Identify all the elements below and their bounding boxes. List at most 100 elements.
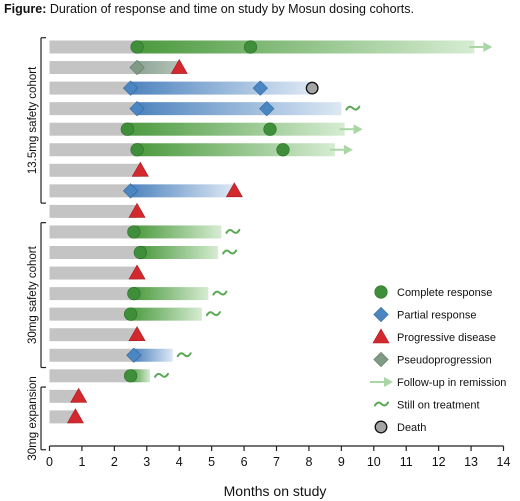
legend-item-pseudo: Pseudoprogression bbox=[373, 351, 492, 368]
response-bar bbox=[137, 143, 335, 157]
patient-row-17 bbox=[49, 369, 170, 383]
x-tick-label: 6 bbox=[241, 455, 248, 469]
patient-row-16 bbox=[49, 347, 192, 363]
progressive-marker bbox=[128, 326, 146, 342]
patient-row-3 bbox=[49, 80, 319, 96]
patient-row-6 bbox=[49, 143, 353, 157]
complete-marker bbox=[127, 225, 141, 239]
legend-swatch-partial bbox=[373, 306, 389, 323]
response-bar bbox=[140, 246, 219, 259]
baseline-bar bbox=[49, 184, 131, 198]
complete-marker bbox=[263, 122, 277, 136]
baseline-bar bbox=[49, 143, 138, 157]
pseudo-marker bbox=[129, 59, 145, 76]
response-bar bbox=[127, 122, 345, 136]
x-axis-title: Months on study bbox=[224, 483, 327, 499]
progressive-marker bbox=[128, 264, 146, 280]
patient-row-1 bbox=[49, 40, 493, 54]
legend-label: Progressive disease bbox=[397, 332, 496, 344]
x-tick-label: 13 bbox=[464, 455, 478, 469]
arrow-head bbox=[353, 124, 363, 135]
x-tick-label: 1 bbox=[78, 455, 85, 469]
cohort-label: 30mg safety cohort bbox=[27, 245, 39, 344]
baseline-bar bbox=[49, 204, 138, 218]
complete-marker bbox=[123, 369, 138, 383]
patient-row-9 bbox=[49, 202, 146, 218]
baseline-bar bbox=[49, 328, 138, 342]
followup-arrow bbox=[469, 42, 493, 52]
patient-row-7 bbox=[49, 161, 149, 177]
baseline-bar bbox=[49, 348, 134, 362]
cohort-label: 13.5mg safety cohort bbox=[27, 66, 39, 174]
figure-label: Figure: bbox=[4, 2, 47, 16]
legend-tilde-swatch bbox=[374, 401, 389, 407]
x-tick-label: 4 bbox=[176, 455, 183, 469]
x-tick-label: 11 bbox=[400, 455, 413, 469]
partial-marker bbox=[122, 183, 139, 199]
legend-label: Death bbox=[397, 422, 426, 434]
patient-row-15 bbox=[49, 326, 146, 342]
still-on-treatment-tilde bbox=[154, 372, 170, 378]
complete-marker bbox=[276, 143, 290, 157]
x-tick-label: 0 bbox=[46, 455, 53, 469]
response-bar bbox=[137, 61, 180, 75]
partial-marker bbox=[122, 80, 139, 96]
x-tick-label: 14 bbox=[497, 455, 511, 469]
cohort-group-1: 13.5mg safety cohort bbox=[27, 37, 46, 204]
complete-marker bbox=[123, 307, 138, 321]
progressive-marker bbox=[70, 387, 88, 403]
complete-marker bbox=[130, 143, 144, 157]
patient-row-4 bbox=[49, 101, 361, 117]
still-on-treatment-tilde bbox=[345, 105, 361, 111]
baseline-bar bbox=[49, 102, 138, 116]
followup-arrow bbox=[339, 124, 363, 135]
legend-label: Partial response bbox=[397, 310, 477, 322]
baseline-bar bbox=[49, 389, 79, 403]
complete-marker bbox=[243, 40, 258, 54]
legend-swatch-progressive bbox=[372, 328, 390, 344]
response-bar bbox=[130, 184, 235, 198]
followup-arrow bbox=[329, 144, 353, 155]
x-tick-label: 8 bbox=[305, 455, 312, 469]
baseline-bar bbox=[49, 61, 138, 75]
x-tick-label: 7 bbox=[273, 455, 280, 469]
baseline-bar bbox=[49, 369, 131, 383]
legend-item-tilde: Still on treatment bbox=[374, 400, 480, 412]
complete-marker bbox=[133, 245, 147, 260]
progressive-marker bbox=[225, 182, 243, 198]
progressive-marker bbox=[170, 58, 188, 74]
complete-marker bbox=[120, 122, 134, 136]
x-tick-label: 9 bbox=[338, 455, 345, 469]
cohort-group-3: 30mg expansion bbox=[27, 376, 46, 461]
response-bar bbox=[133, 287, 209, 301]
partial-marker bbox=[252, 80, 268, 96]
figure-title: Figure: Duration of response and time on… bbox=[4, 2, 414, 16]
legend-label: Complete response bbox=[397, 287, 492, 299]
patient-row-8 bbox=[49, 182, 243, 199]
patient-row-14 bbox=[49, 307, 221, 321]
partial-marker bbox=[129, 101, 145, 117]
partial-marker bbox=[259, 101, 275, 117]
response-bar bbox=[133, 348, 173, 362]
baseline-bar bbox=[49, 122, 128, 136]
death-marker bbox=[305, 81, 319, 95]
progressive-marker bbox=[131, 161, 149, 177]
x-tick-label: 2 bbox=[111, 455, 118, 469]
patient-row-10 bbox=[49, 225, 241, 239]
baseline-bar bbox=[49, 225, 134, 239]
baseline-bar bbox=[49, 287, 134, 301]
legend-item-partial: Partial response bbox=[373, 306, 477, 323]
response-bar bbox=[137, 102, 342, 116]
legend-label: Follow-up in remission bbox=[397, 377, 506, 389]
baseline-bar bbox=[49, 307, 131, 321]
cohort-label: 30mg expansion bbox=[27, 376, 39, 460]
arrow-head bbox=[343, 144, 353, 155]
figure-title-text: Duration of response and time on study b… bbox=[49, 2, 414, 16]
cohort-group-2: 30mg safety cohort bbox=[27, 222, 46, 369]
response-bar bbox=[133, 225, 222, 239]
x-tick-label: 3 bbox=[143, 455, 150, 469]
patient-row-18 bbox=[49, 387, 88, 403]
partial-marker bbox=[126, 347, 142, 363]
